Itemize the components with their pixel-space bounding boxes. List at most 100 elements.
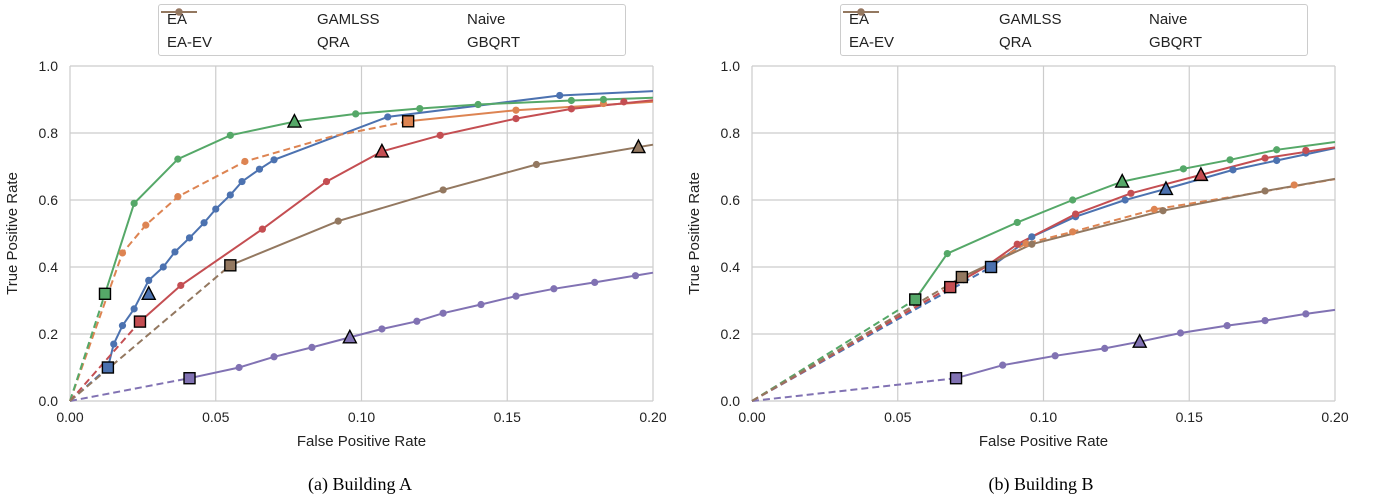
- y-tick-label: 0.0: [721, 393, 741, 409]
- series-ea-point: [200, 219, 208, 227]
- legend-label: Naive: [1149, 10, 1188, 28]
- series-ea-ev-point: [174, 193, 182, 201]
- legend-label: QRA: [999, 33, 1032, 51]
- series-ea-ev-point: [512, 106, 520, 114]
- y-tick-label: 1.0: [39, 58, 59, 74]
- series-naive-point: [270, 353, 278, 361]
- series-gbqrt-point: [532, 160, 541, 169]
- series-gbqrt-point: [1028, 240, 1036, 248]
- series-naive-point: [631, 272, 640, 280]
- series-naive-line: [189, 271, 654, 380]
- x-tick-label: 0.10: [1030, 409, 1057, 425]
- series-ea-ev-point: [1069, 228, 1077, 236]
- legend-item-ea-ev: EA-EV: [843, 8, 999, 53]
- series-gamlss-dashed-line: [751, 298, 916, 402]
- series-gamlss-point: [474, 100, 482, 109]
- x-tick-label: 0.00: [56, 409, 83, 425]
- x-tick-label: 0.15: [1176, 409, 1203, 425]
- series-ea-square-marker: [101, 361, 115, 374]
- x-tick-label: 0.20: [1321, 409, 1348, 425]
- series-ea-ev-point: [1150, 205, 1158, 213]
- y-tick-label: 0.2: [39, 326, 59, 342]
- series-gamlss-square-marker: [909, 293, 922, 306]
- series-naive-point: [378, 325, 386, 333]
- legend-swatch-marker: [857, 8, 865, 16]
- series-naive-point: [1051, 352, 1059, 360]
- series-ea-point: [212, 205, 220, 213]
- series-qra-point: [1261, 154, 1269, 162]
- series-naive-triangle-marker: [1132, 333, 1148, 348]
- series-gamlss-point: [1013, 218, 1021, 227]
- series-qra-point: [1302, 146, 1310, 155]
- series-gamlss-point: [1226, 156, 1234, 164]
- series-ea-point: [1028, 233, 1036, 241]
- caption-a: (a) Building A: [308, 474, 412, 494]
- x-tick-label: 0.00: [738, 409, 765, 425]
- legend-item-naive: Naive: [843, 8, 1299, 30]
- series-gbqrt-square-marker: [955, 270, 969, 284]
- series-naive-point: [1261, 317, 1269, 325]
- series-qra-point: [567, 105, 575, 113]
- series-naive-point: [308, 343, 316, 351]
- series-gamlss-point: [352, 110, 360, 118]
- legend-label: EA: [849, 10, 870, 28]
- series-gamlss-point: [1273, 146, 1281, 154]
- series-qra-point: [1127, 189, 1135, 197]
- series-ea-triangle-marker: [1158, 180, 1174, 196]
- series-gamlss-point: [1069, 196, 1077, 204]
- y-tick-label: 0.4: [39, 259, 59, 275]
- plot-1: 0.00 0.05 0.10 0.15 0.20 0.0 0.2 0.4 0.6 0.8 1.0 Fa…: [686, 58, 1349, 450]
- legend-swatch-marker: [175, 8, 183, 16]
- y-tick-label: 0.2: [721, 326, 741, 342]
- series-naive-square-marker: [183, 372, 196, 385]
- x-axis-label: False Positive Rate: [979, 433, 1108, 450]
- series-naive-point: [512, 292, 520, 300]
- series-qra-point: [1013, 240, 1021, 248]
- legend-label: Naive: [467, 10, 506, 28]
- series-naive-point: [1176, 329, 1185, 337]
- series-qra-point: [177, 281, 185, 290]
- series-ea-point: [255, 165, 264, 173]
- series-gbqrt-square-marker: [224, 259, 237, 272]
- series-gamlss-point: [130, 199, 138, 207]
- series-qra-point: [258, 225, 266, 233]
- series-ea-ev-point: [142, 221, 150, 229]
- legend-swatch: [843, 8, 879, 16]
- series-gbqrt-dashed-line: [751, 276, 963, 402]
- y-tick-label: 1.0: [721, 58, 741, 74]
- legend-swatch: [161, 8, 197, 16]
- series-ea-square-marker: [984, 260, 998, 274]
- legend-item-ea-ev: EA-EV: [161, 8, 317, 53]
- series-naive-point: [439, 309, 447, 317]
- legend-a: EA GAMLSS Naive EA-EV QRA GBQRT: [158, 4, 626, 56]
- series-naive-point: [550, 285, 558, 293]
- series-ea-point: [110, 340, 118, 348]
- x-tick-label: 0.15: [494, 409, 521, 425]
- series-gamlss-point: [599, 95, 608, 104]
- series-naive-point: [1302, 310, 1310, 318]
- legend-item-gamlss: GAMLSS: [843, 8, 1149, 30]
- legend-label: GBQRT: [1149, 33, 1203, 51]
- series-gamlss-point: [943, 250, 951, 258]
- y-tick-label: 0.0: [39, 393, 59, 409]
- series-gamlss-square-marker: [98, 287, 112, 300]
- y-tick-label: 0.4: [721, 259, 741, 275]
- series-gamlss-point: [226, 131, 234, 139]
- legend-label: EA: [167, 10, 188, 28]
- series-ea-point: [384, 113, 392, 121]
- series-gbqrt-dashed-line: [69, 264, 231, 402]
- series-ea-ev-point: [241, 157, 249, 166]
- y-tick-label: 0.8: [39, 125, 59, 141]
- plot-0: 0.00 0.05 0.10 0.15 0.20 0.0 0.2 0.4 0.6 0.8 1.0 Fa…: [4, 58, 667, 450]
- series-gbqrt-triangle-marker: [630, 138, 647, 154]
- series-gamlss-triangle-marker: [1114, 173, 1130, 188]
- series-ea-point: [1229, 166, 1237, 174]
- series-ea-point: [238, 177, 246, 186]
- series-qra-point: [322, 177, 331, 186]
- legend-item-qra: QRA: [161, 8, 467, 53]
- y-axis-label: True Positive Rate: [686, 172, 703, 295]
- legend-label: EA-EV: [849, 33, 895, 51]
- series-gamlss-point: [567, 96, 575, 105]
- series-qra-square-marker: [944, 280, 957, 294]
